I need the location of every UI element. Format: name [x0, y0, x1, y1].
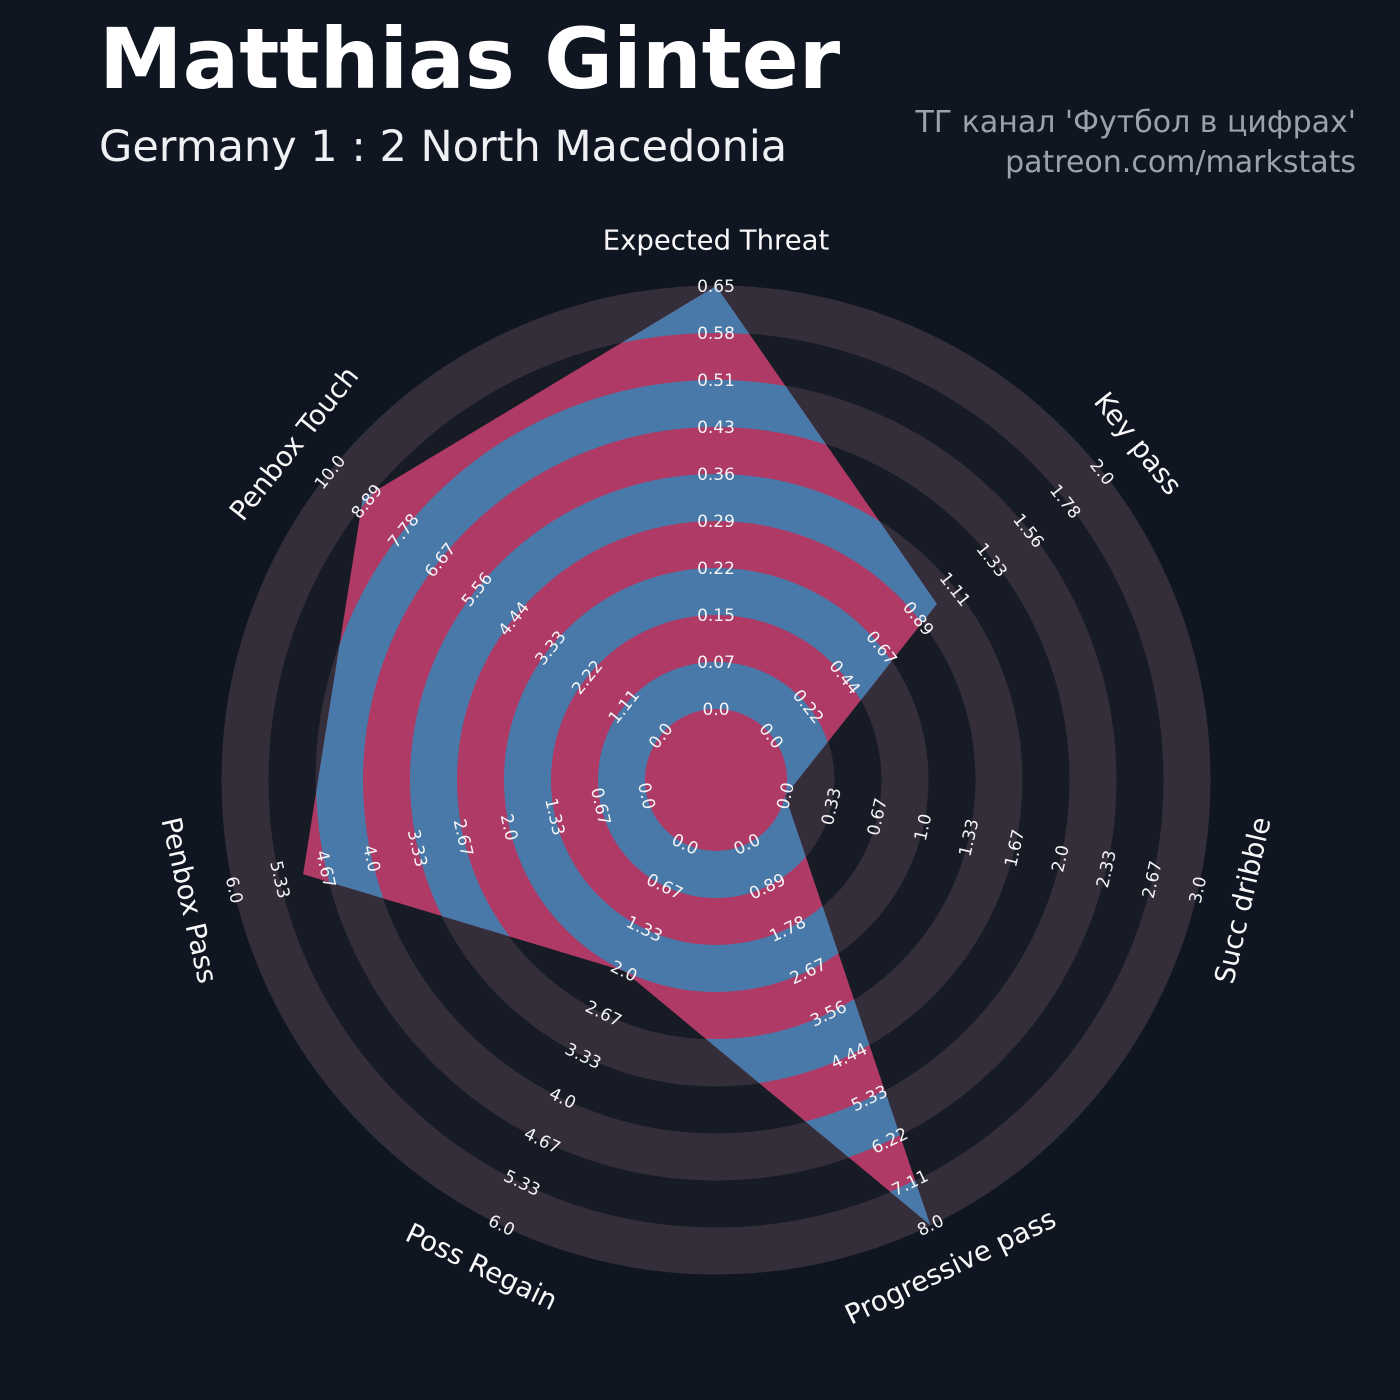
- axis-title-succ-dribble: Succ dribble: [1209, 814, 1278, 987]
- watermark-patreon: patreon.com/markstats: [1005, 145, 1356, 181]
- match-subtitle: Germany 1 : 2 North Macedonia: [99, 122, 788, 172]
- tick-label-expected-threat-0: 0.0: [702, 700, 729, 720]
- polygon-blue-ring: [303, 286, 937, 1226]
- page-title: Matthias Ginter: [99, 10, 841, 108]
- tick-label-expected-threat-3: 0.22: [697, 559, 735, 579]
- tick-label-expected-threat-4: 0.29: [697, 512, 735, 532]
- axis-title-penbox-pass: Penbox Pass: [154, 814, 223, 986]
- watermark: ТГ канал 'Футбол в цифрах' patreon.com/m…: [916, 103, 1356, 183]
- tick-label-expected-threat-1: 0.07: [697, 653, 735, 673]
- tick-label-expected-threat-5: 0.36: [697, 465, 735, 485]
- tick-label-expected-threat-6: 0.43: [697, 418, 735, 438]
- tick-label-expected-threat-8: 0.58: [697, 324, 735, 344]
- tick-label-expected-threat-7: 0.51: [697, 371, 735, 391]
- axis-title-expected-threat: Expected Threat: [603, 225, 830, 257]
- tick-label-expected-threat-2: 0.15: [697, 606, 735, 626]
- watermark-channel: ТГ канал 'Футбол в цифрах': [915, 105, 1356, 140]
- tick-label-expected-threat-9: 0.65: [697, 277, 735, 297]
